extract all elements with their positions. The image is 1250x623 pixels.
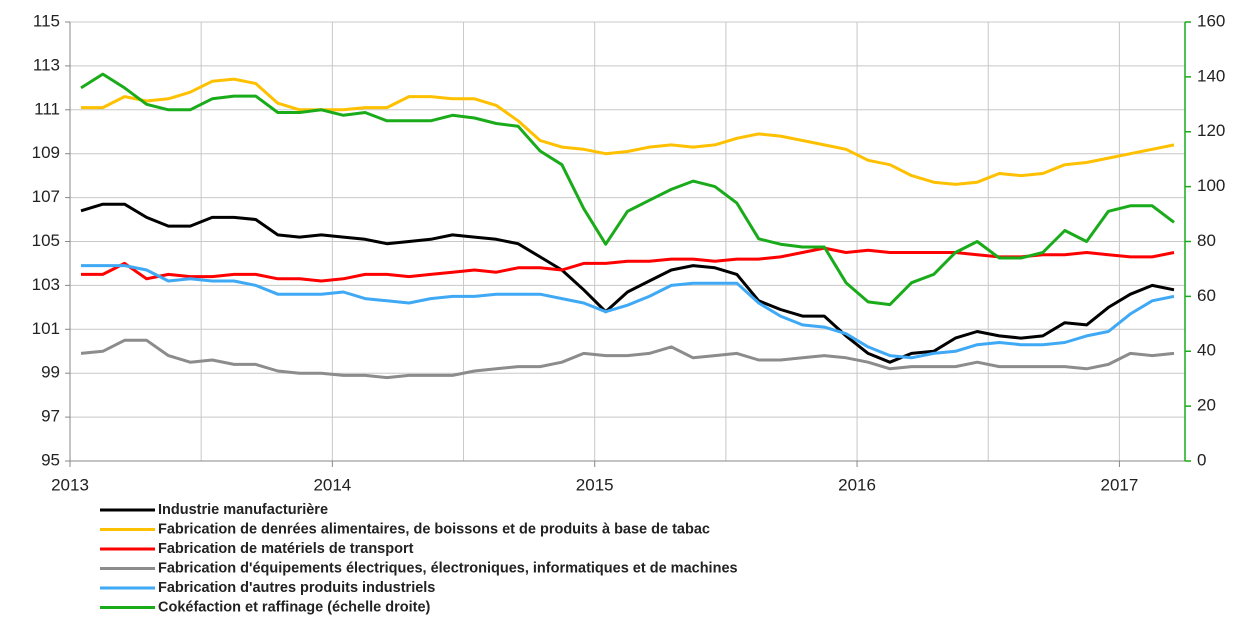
y-tick-label: 97 [41, 407, 60, 426]
series-line [81, 264, 1175, 360]
y-tick-label: 95 [41, 450, 60, 469]
y2-tick-label: 120 [1197, 121, 1225, 140]
x-tick-label: 2014 [313, 475, 351, 494]
y-tick-label: 101 [32, 319, 60, 338]
y-tick-label: 99 [41, 363, 60, 382]
y2-tick-label: 60 [1197, 286, 1216, 305]
y2-tick-label: 80 [1197, 231, 1216, 250]
legend-label: Fabrication de matériels de transport [158, 541, 414, 557]
y-tick-label: 113 [33, 55, 60, 74]
legend-label: Industrie manufacturière [158, 502, 328, 518]
series-line [81, 246, 1175, 283]
series-line [81, 77, 1175, 186]
y2-tick-label: 20 [1197, 396, 1216, 415]
y-tick-label: 107 [32, 187, 60, 206]
series-line [80, 202, 1175, 364]
y-tick-label: 109 [32, 143, 60, 162]
y-tick-label: 105 [32, 231, 60, 250]
y-tick-label: 111 [34, 99, 60, 118]
legend-label: Fabrication d'équipements électriques, é… [158, 560, 738, 576]
x-tick-label: 2015 [576, 475, 614, 494]
legend-label: Fabrication de denrées alimentaires, de … [158, 521, 710, 537]
y-tick-label: 103 [32, 275, 60, 294]
x-tick-label: 2013 [51, 475, 89, 494]
y2-tick-label: 160 [1197, 11, 1225, 30]
y2-tick-label: 140 [1197, 66, 1225, 85]
legend-label: Fabrication d'autres produits industriel… [158, 580, 435, 596]
series-line [80, 338, 1175, 380]
series-line [80, 72, 1175, 307]
legend-label: Cokéfaction et raffinage (échelle droite… [158, 599, 431, 615]
y2-tick-label: 0 [1197, 450, 1206, 469]
x-tick-label: 2016 [838, 475, 876, 494]
y2-tick-label: 40 [1197, 341, 1216, 360]
x-tick-label: 2017 [1100, 475, 1138, 494]
y2-tick-label: 100 [1197, 176, 1225, 195]
y-tick-label: 115 [33, 11, 60, 30]
